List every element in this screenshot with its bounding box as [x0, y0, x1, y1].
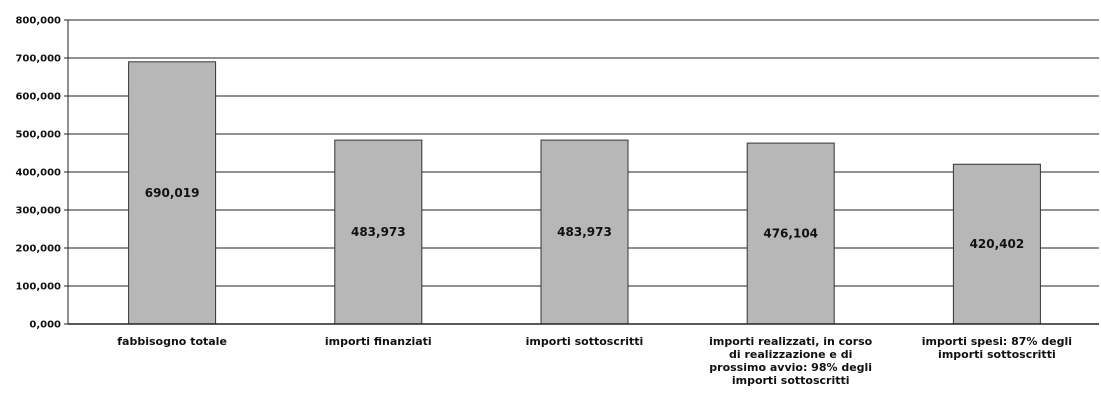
category-label: di realizzazione e di [729, 348, 852, 361]
bar [128, 61, 217, 325]
category-label: importi sottoscritti [732, 374, 850, 387]
category-label: importi realizzati, in corso [709, 335, 873, 348]
data-label: 690,019 [145, 186, 200, 200]
bar [334, 139, 423, 325]
y-tick-label: 400,000 [15, 168, 61, 179]
y-tick-label: 300,000 [15, 206, 61, 217]
y-tick-label: 100,000 [15, 282, 61, 293]
category-label: fabbisogno totale [117, 335, 227, 348]
y-tick-label: 500,000 [15, 130, 61, 141]
category-label: importi finanziati [325, 335, 432, 348]
y-tick-label: 800,000 [15, 16, 61, 27]
bars: 690,019 483,973 483,973 476,104 420,402 [128, 61, 1041, 325]
x-axis: fabbisogno totale importi finanziati impor… [68, 323, 1099, 387]
data-label: 420,402 [970, 237, 1025, 251]
bar [540, 139, 629, 325]
data-label: 483,973 [557, 225, 612, 239]
data-label: 476,104 [763, 227, 818, 241]
category-label: importi sottoscritti [526, 335, 644, 348]
y-tick-label: 700,000 [15, 54, 61, 65]
y-axis: 0,000 100,000 200,000 300,000 400,000 500,000… [15, 16, 69, 331]
y-tick-label: 0,000 [29, 320, 61, 331]
category-label: prossimo avvio: 98% degli [709, 361, 872, 374]
bar [952, 163, 1041, 325]
y-tick-label: 600,000 [15, 92, 61, 103]
category-label: importi sottoscritti [938, 348, 1056, 361]
data-label: 483,973 [351, 225, 406, 239]
category-label: importi spesi: 87% degli [922, 335, 1072, 348]
bar [746, 142, 835, 325]
y-tick-label: 200,000 [15, 244, 61, 255]
